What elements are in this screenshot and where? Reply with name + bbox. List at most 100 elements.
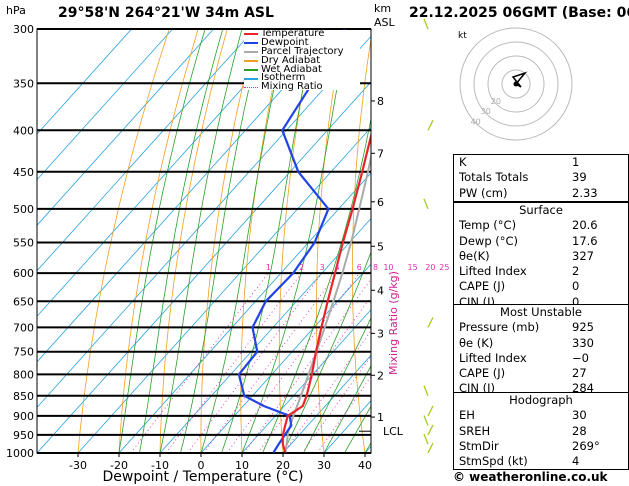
isotherm-line — [200, 263, 371, 453]
wet-adiabat-line — [262, 116, 371, 453]
legend-label: Dewpoint — [261, 36, 309, 48]
hodograph-storm-motion — [513, 81, 519, 87]
wind-barb — [423, 198, 429, 210]
index-label: K — [459, 155, 467, 169]
wind-barb — [427, 424, 434, 436]
dry-adiabat-line — [387, 5, 409, 471]
dry-adiabat-line — [240, 29, 286, 453]
index-label: SREH — [459, 423, 491, 438]
wind-barb — [427, 442, 434, 454]
hodograph-ring-label: 20 — [491, 97, 501, 106]
index-label: StmDir — [459, 438, 499, 453]
isotherm-line — [37, 29, 133, 135]
dry-adiabat-line — [77, 29, 170, 453]
height-tick-label: 8 — [377, 95, 384, 108]
index-row: SREH 28 — [454, 424, 628, 439]
pressure-tick-label: 450 — [13, 166, 34, 179]
legend-swatch — [244, 69, 258, 71]
wet-adiabat-line — [118, 29, 206, 453]
height-sub-label: ASL — [374, 16, 396, 29]
dewpoint-line — [237, 29, 346, 453]
mixing-ratio-label: 4 — [335, 263, 340, 272]
pressure-tick-label: 500 — [13, 203, 34, 216]
legend-label: Parcel Trajectory — [261, 45, 344, 57]
wet-adiabat-line — [139, 29, 224, 453]
legend-item: Wet Adiabat — [244, 63, 360, 75]
index-label: PW (cm) — [459, 185, 508, 200]
wind-barb — [427, 317, 434, 328]
index-value: 39 — [572, 170, 587, 185]
index-row: CAPE (J) 27 — [454, 366, 628, 381]
legend-swatch — [244, 60, 258, 63]
isotherm-line — [282, 354, 371, 453]
index-label: StmSpd (kt) — [459, 454, 528, 469]
height-tick-label: 4 — [377, 284, 384, 297]
height-unit-label: km — [374, 2, 391, 15]
height-tick-label: 1 — [377, 411, 384, 424]
copyright-footer: © weatheronline.co.uk — [453, 470, 608, 484]
legend-item: Parcel Trajectory — [244, 45, 360, 57]
wind-barb — [423, 433, 429, 445]
legend-swatch — [244, 33, 258, 36]
height-tick-label: 3 — [377, 327, 384, 340]
legend-label: Mixing Ratio — [261, 81, 323, 93]
mixing-ratio-line — [243, 278, 371, 453]
index-row: EH 30 — [454, 408, 628, 423]
plot-frame — [36, 28, 372, 454]
hodograph-ring-label: 40 — [471, 117, 481, 126]
index-value: 284 — [572, 381, 594, 396]
pressure-unit-label: hPa — [6, 4, 26, 17]
index-label: Lifted Index — [459, 264, 527, 279]
index-label: Temp (°C) — [459, 218, 517, 233]
hodograph-ring — [459, 27, 573, 141]
location-title: 29°58'N 264°21'W 34m ASL — [58, 5, 274, 21]
legend-label: Wet Adiabat — [261, 63, 322, 75]
hodograph-ring — [473, 41, 559, 127]
legend-item: Temperature — [244, 28, 360, 39]
index-value: 0 — [572, 279, 580, 294]
mixing-ratio-axis-label: Mixing Ratio (g/kg) — [387, 271, 400, 375]
mixing-ratio-label: 2 — [299, 263, 304, 272]
index-row: CIN (J) 284 — [454, 381, 628, 396]
wet-adiabat-line — [323, 365, 371, 453]
index-label: CAPE (J) — [459, 366, 506, 381]
pressure-tick-label: 950 — [13, 429, 34, 442]
legend-swatch — [244, 51, 258, 54]
index-value: 30 — [572, 408, 587, 423]
wet-adiabat-line — [241, 29, 349, 453]
hodograph-title: Hodograph — [509, 393, 573, 407]
height-tick-label: 2 — [377, 369, 384, 382]
hodograph-ring-label: 30 — [481, 107, 491, 116]
indices-panel-top: K 1 Totals Totals 39 PW (cm) 2.33 — [453, 154, 629, 202]
index-value: 2 — [572, 264, 580, 279]
pressure-tick-label: 750 — [13, 346, 34, 359]
mixing-ratio-label: 20 — [425, 263, 435, 272]
pressure-tick-label: 650 — [13, 295, 34, 308]
pressure-tick-label: 600 — [13, 267, 34, 280]
datetime-title: 22.12.2025 06GMT (Base: 06) — [409, 5, 629, 21]
index-row: Lifted Index −0 — [454, 351, 628, 366]
pressure-tick-label: 900 — [13, 410, 34, 423]
isotherm-line — [37, 29, 174, 181]
wet-adiabat-line — [180, 29, 264, 453]
legend-label: Temperature — [261, 28, 325, 39]
pressure-tick-label: 700 — [13, 321, 34, 334]
x-tick-label: 20 — [276, 459, 290, 472]
hodograph-ring — [501, 69, 531, 99]
legend-item: Isotherm — [244, 73, 360, 83]
mixing-ratio-label: 25 — [439, 263, 449, 272]
hodograph-trace — [511, 71, 528, 88]
wet-adiabat-line — [159, 29, 243, 453]
mixing-ratio-line — [316, 375, 371, 453]
index-value: 1 — [572, 155, 580, 169]
index-value: 269° — [572, 438, 600, 453]
legend-item: Dry Adiabat — [244, 55, 360, 66]
index-value: 330 — [572, 335, 594, 350]
index-label: θe(K) — [459, 248, 490, 263]
mixing-ratio-label: 8 — [373, 263, 378, 272]
wind-barb — [423, 385, 429, 397]
hodograph-indices-panel: Hodograph EH 30 SREH 28 StmDir 269° StmSpd (kt… — [453, 392, 629, 471]
wet-adiabat-line — [344, 405, 371, 453]
isotherm-line — [37, 81, 371, 453]
hodograph-unit: kt — [458, 31, 467, 41]
